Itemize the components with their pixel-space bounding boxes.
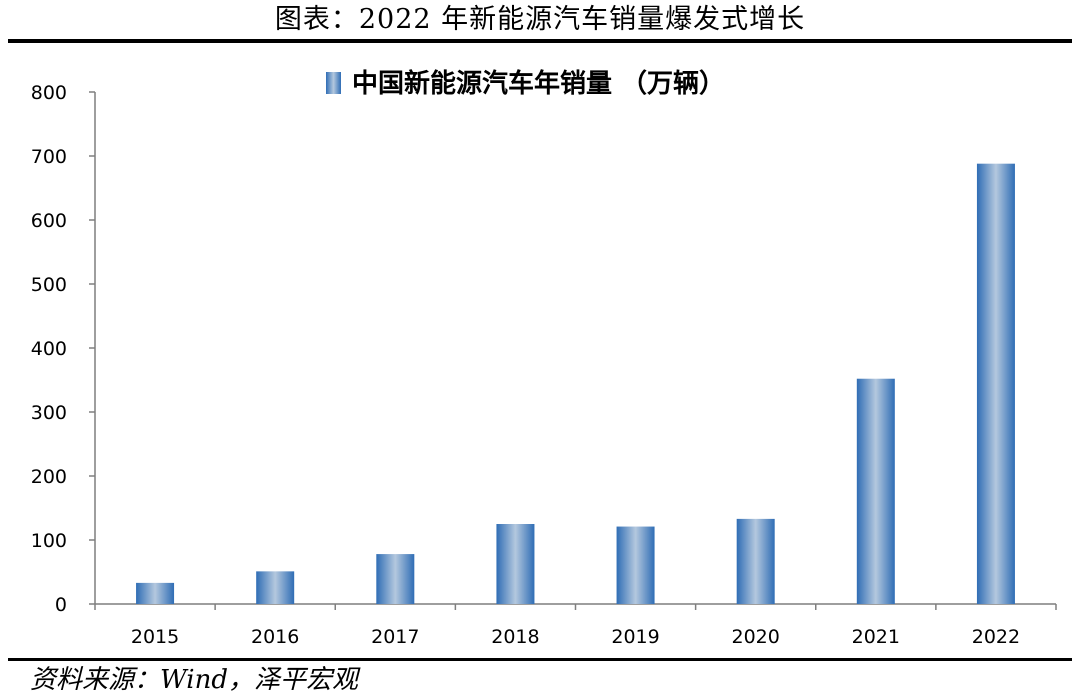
y-tick-label: 800 bbox=[31, 82, 67, 104]
bar-2022 bbox=[976, 163, 1015, 604]
y-tick-label: 600 bbox=[31, 210, 67, 232]
x-tick-label: 2021 bbox=[852, 626, 900, 648]
y-tick-label: 700 bbox=[31, 146, 67, 168]
bar-2015 bbox=[136, 582, 175, 604]
x-tick-label: 2016 bbox=[251, 626, 299, 648]
x-tick-label: 2019 bbox=[611, 626, 659, 648]
y-tick-label: 400 bbox=[31, 338, 67, 360]
bar-chart: 中国新能源汽车年销量 （万辆） 2015 2016 2017 2018 2019 2020… bbox=[31, 68, 1057, 648]
bar-2016 bbox=[256, 571, 295, 604]
title-divider bbox=[8, 39, 1072, 43]
chart-legend: 中国新能源汽车年销量 （万辆） bbox=[326, 68, 725, 99]
y-tick-label: 500 bbox=[31, 274, 67, 296]
x-tick-label: 2020 bbox=[732, 626, 780, 648]
y-tick-label: 0 bbox=[55, 594, 67, 616]
bar-2017 bbox=[376, 554, 415, 604]
bar-2020 bbox=[736, 518, 775, 604]
bar-2019 bbox=[616, 526, 655, 604]
source-note: 资料来源：Wind，泽平宏观 bbox=[30, 665, 358, 695]
chart-axes bbox=[89, 91, 1057, 610]
x-tick-label: 2022 bbox=[972, 626, 1020, 648]
page-title: 图表：2022 年新能源汽车销量爆发式增长 bbox=[274, 4, 806, 35]
y-tick-label: 300 bbox=[31, 402, 67, 424]
chart-bars bbox=[136, 163, 1015, 604]
bar-2018 bbox=[496, 524, 535, 604]
y-tick-label: 200 bbox=[31, 466, 67, 488]
x-tick-label: 2017 bbox=[371, 626, 419, 648]
x-tick-label: 2018 bbox=[491, 626, 539, 648]
y-axis-labels: 0 100 200 300 400 500 600 700 800 bbox=[31, 82, 67, 616]
legend-swatch bbox=[326, 72, 341, 94]
footer-divider bbox=[8, 658, 1072, 661]
y-tick-label: 100 bbox=[31, 530, 67, 552]
x-axis-labels: 2015 2016 2017 2018 2019 2020 2021 2022 bbox=[131, 626, 1020, 648]
bar-2021 bbox=[856, 378, 895, 604]
x-tick-label: 2015 bbox=[131, 626, 179, 648]
legend-label: 中国新能源汽车年销量 （万辆） bbox=[352, 68, 725, 99]
